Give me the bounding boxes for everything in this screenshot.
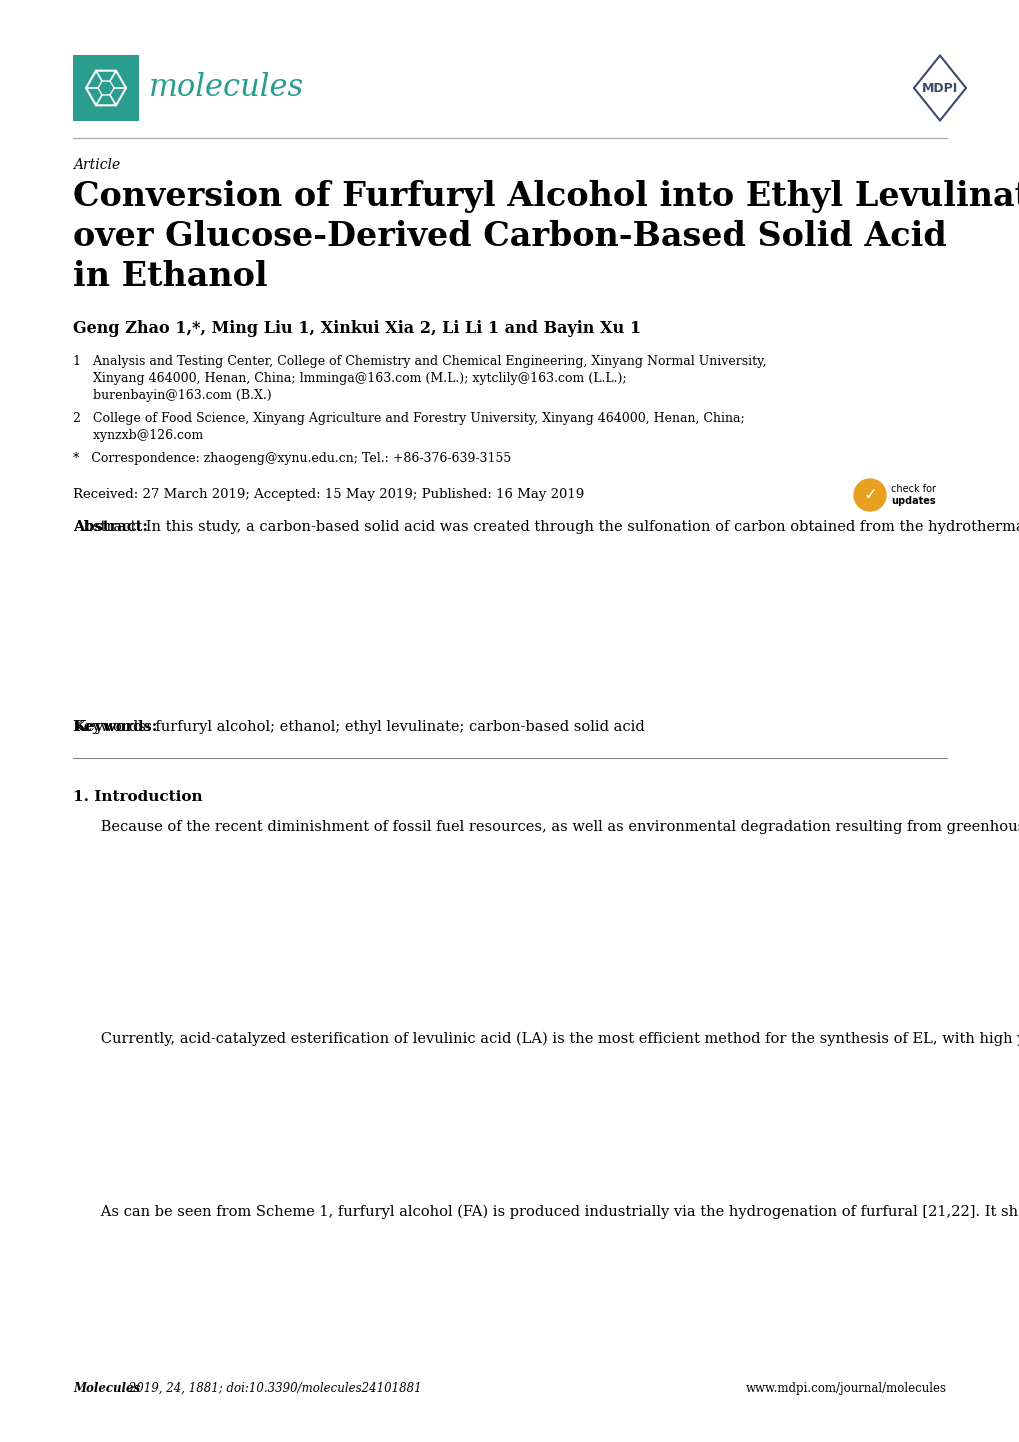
Text: Abstract: In this study, a carbon-based solid acid was created through the sulfo: Abstract: In this study, a carbon-based … — [73, 521, 1019, 535]
Text: As can be seen from Scheme 1, furfuryl alcohol (FA) is produced industrially via: As can be seen from Scheme 1, furfuryl a… — [73, 1206, 1019, 1220]
Text: molecules: molecules — [149, 72, 304, 104]
Text: 1. Introduction: 1. Introduction — [73, 790, 203, 805]
Text: Keywords: furfuryl alcohol; ethanol; ethyl levulinate; carbon-based solid acid: Keywords: furfuryl alcohol; ethanol; eth… — [73, 720, 644, 734]
Text: Geng Zhao 1,*, Ming Liu 1, Xinkui Xia 2, Li Li 1 and Bayin Xu 1: Geng Zhao 1,*, Ming Liu 1, Xinkui Xia 2,… — [73, 320, 641, 337]
Text: Molecules: Molecules — [73, 1381, 140, 1394]
Text: Abstract:: Abstract: — [73, 521, 148, 534]
Text: Because of the recent diminishment of fossil fuel resources, as well as environm: Because of the recent diminishment of fo… — [73, 820, 1019, 835]
Text: MDPI: MDPI — [921, 82, 957, 95]
Text: xynzxb@126.com: xynzxb@126.com — [73, 430, 203, 443]
Text: Xinyang 464000, Henan, China; lmminga@163.com (M.L.); xytclily@163.com (L.L.);: Xinyang 464000, Henan, China; lmminga@16… — [73, 372, 626, 385]
Text: burenbayin@163.com (B.X.): burenbayin@163.com (B.X.) — [73, 389, 271, 402]
Text: 2   College of Food Science, Xinyang Agriculture and Forestry University, Xinyan: 2 College of Food Science, Xinyang Agric… — [73, 412, 744, 425]
Text: *   Correspondence: zhaogeng@xynu.edu.cn; Tel.: +86-376-639-3155: * Correspondence: zhaogeng@xynu.edu.cn; … — [73, 451, 511, 464]
Text: Keywords:: Keywords: — [73, 720, 157, 734]
Text: ✓: ✓ — [862, 486, 876, 505]
Circle shape — [853, 479, 886, 510]
Text: updates: updates — [891, 496, 934, 506]
Text: 2019, 24, 1881; doi:10.3390/molecules24101881: 2019, 24, 1881; doi:10.3390/molecules241… — [125, 1381, 421, 1394]
FancyBboxPatch shape — [73, 55, 139, 121]
Text: Received: 27 March 2019; Accepted: 15 May 2019; Published: 16 May 2019: Received: 27 March 2019; Accepted: 15 Ma… — [73, 487, 584, 500]
Text: over Glucose-Derived Carbon-Based Solid Acid: over Glucose-Derived Carbon-Based Solid … — [73, 221, 946, 252]
Text: 1   Analysis and Testing Center, College of Chemistry and Chemical Engineering, : 1 Analysis and Testing Center, College o… — [73, 355, 765, 368]
Text: Conversion of Furfuryl Alcohol into Ethyl Levulinate: Conversion of Furfuryl Alcohol into Ethy… — [73, 180, 1019, 213]
Text: www.mdpi.com/journal/molecules: www.mdpi.com/journal/molecules — [745, 1381, 946, 1394]
Text: check for: check for — [891, 485, 935, 495]
Text: Currently, acid-catalyzed esterification of levulinic acid (LA) is the most effi: Currently, acid-catalyzed esterification… — [73, 1032, 1019, 1047]
Text: in Ethanol: in Ethanol — [73, 260, 267, 293]
Text: Article: Article — [73, 159, 120, 172]
